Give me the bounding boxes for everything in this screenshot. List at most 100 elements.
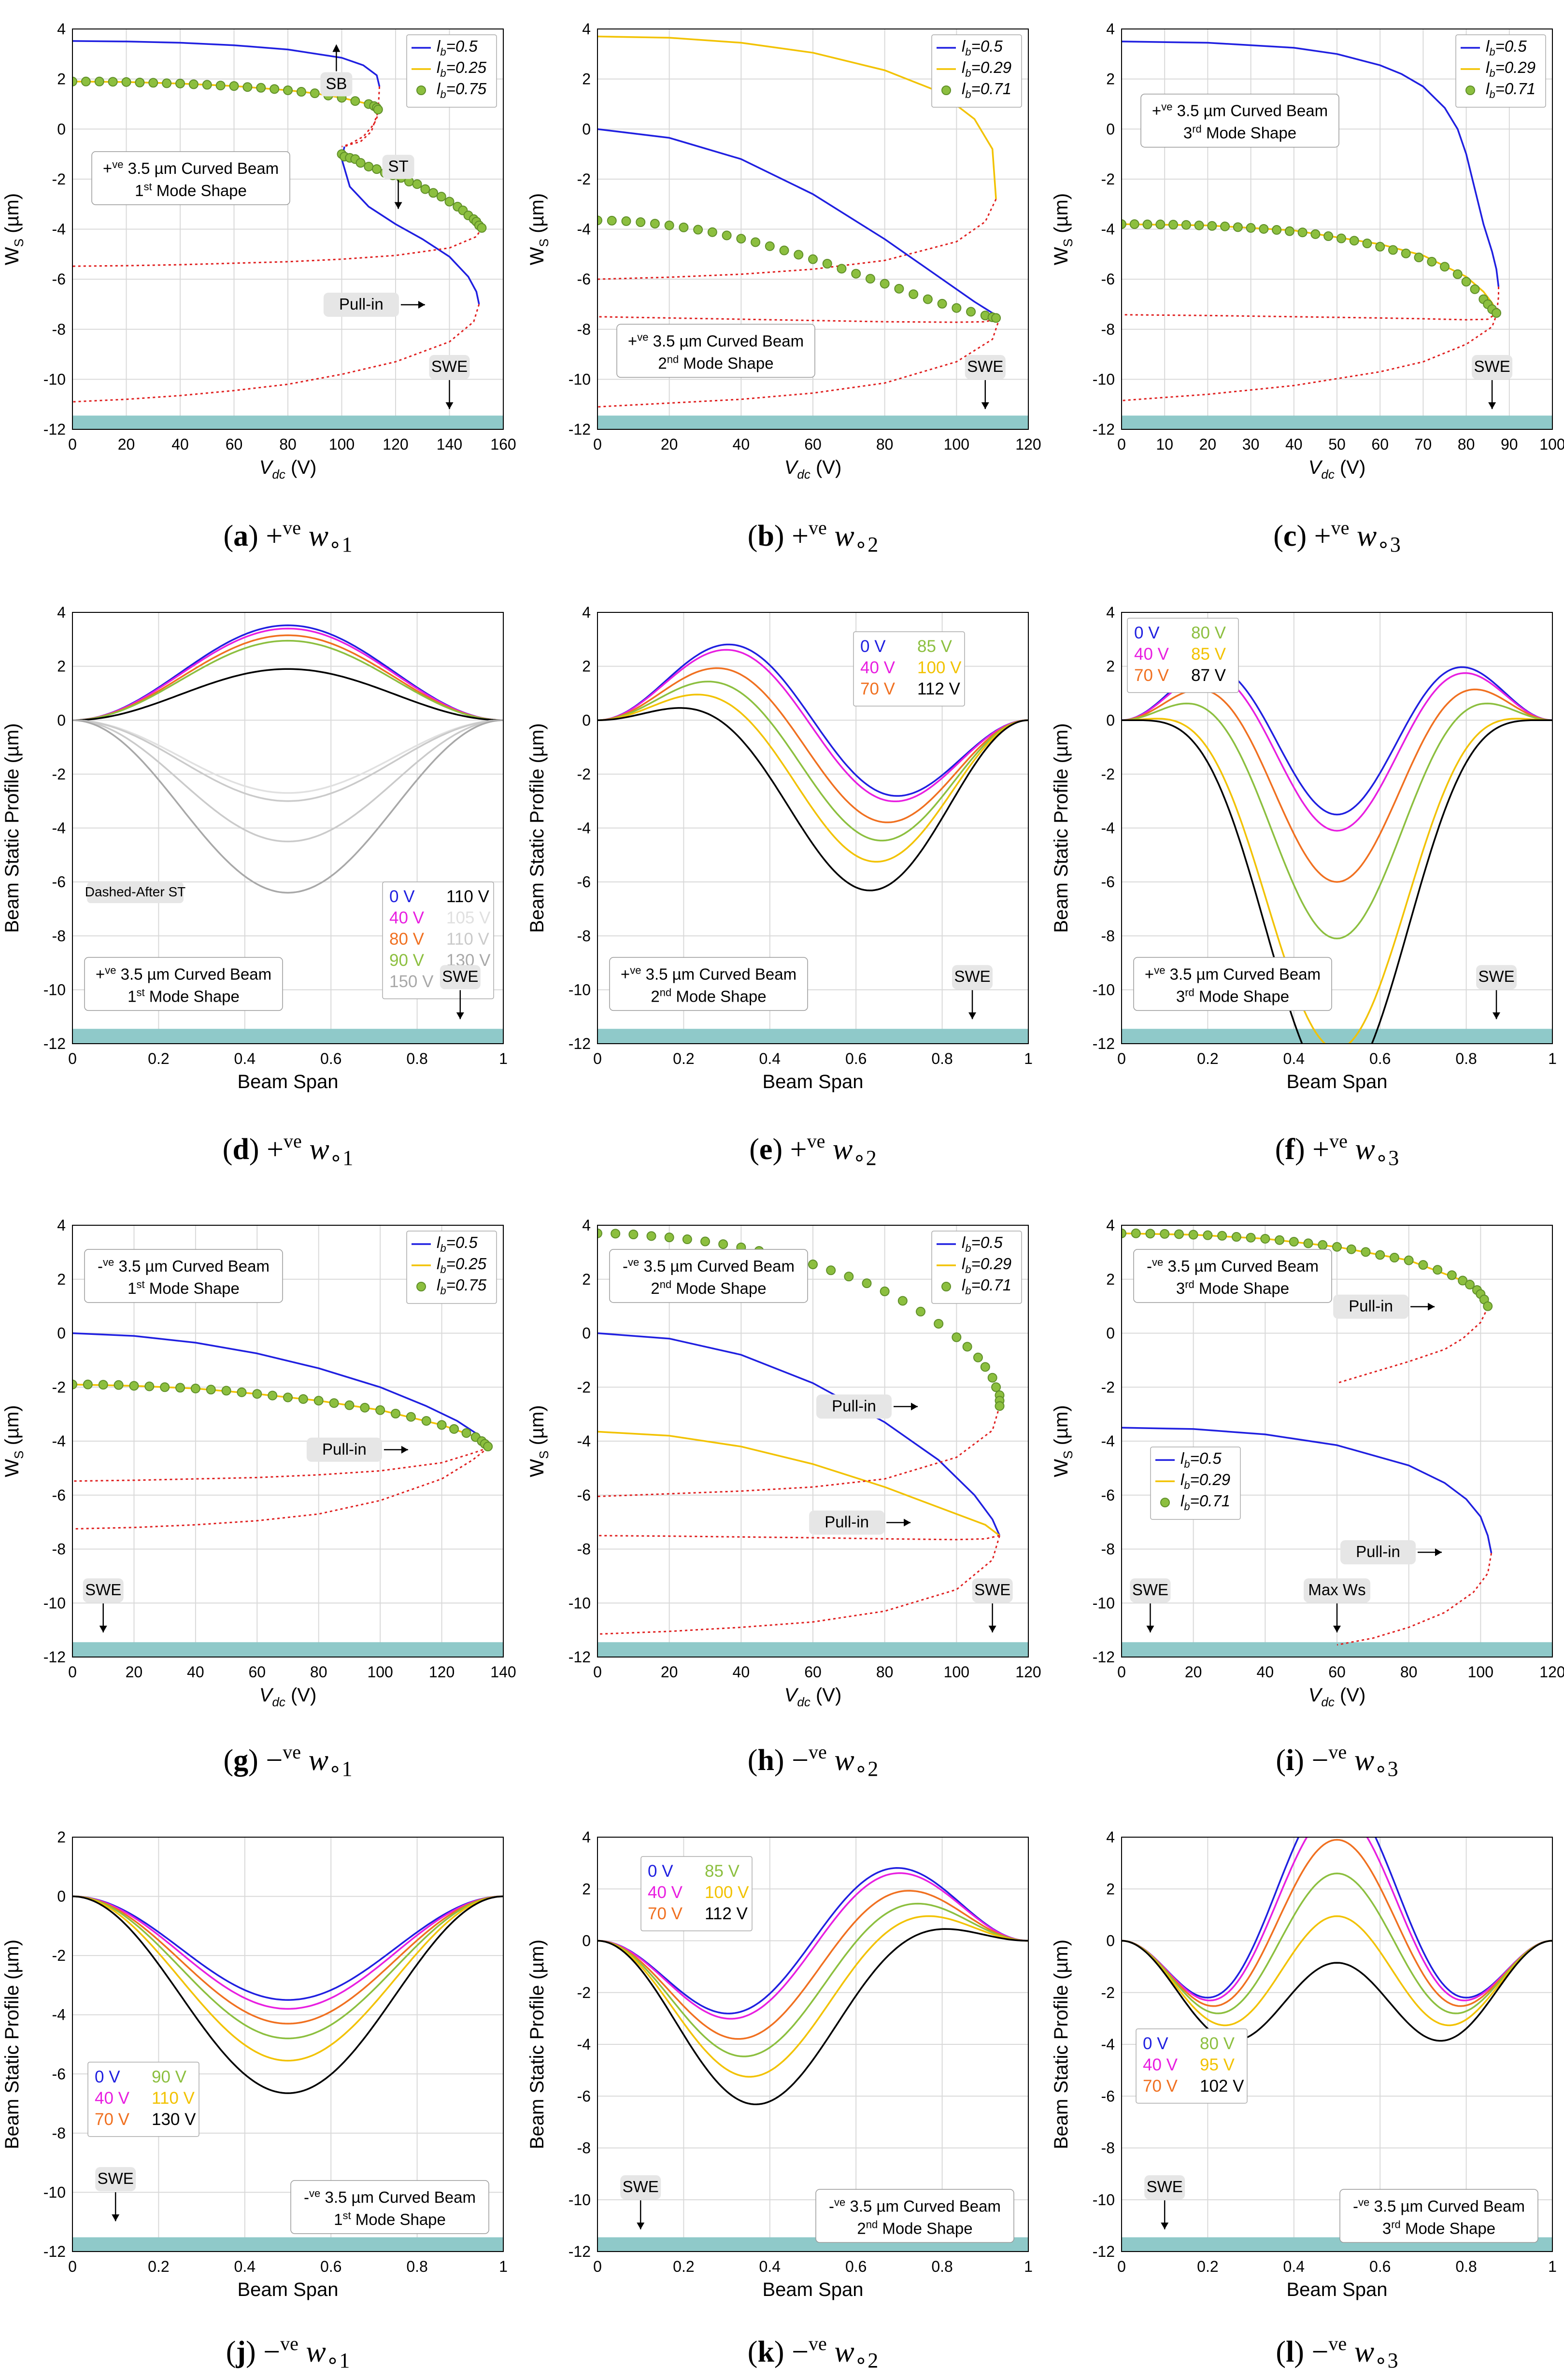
data-point	[1259, 224, 1269, 234]
data-point	[1401, 248, 1411, 258]
y-tick-label: -8	[577, 1541, 591, 1558]
y-tick-label: 2	[582, 71, 591, 88]
x-tick-label: 40	[1285, 436, 1303, 453]
y-tick-label: -10	[43, 2183, 66, 2201]
tag: SWE	[95, 2167, 136, 2222]
x-axis-label: Vdc (V)	[259, 1685, 317, 1709]
data-point	[114, 1380, 124, 1390]
tag-label: Pull-in	[1349, 1297, 1393, 1315]
voltage-legend-label: 102 V	[1200, 2077, 1244, 2096]
data-point	[412, 179, 422, 189]
profile-curve	[1122, 702, 1552, 940]
series-red_i2	[1337, 1307, 1489, 1384]
x-tick-label: 20	[118, 436, 135, 453]
axes-frame	[72, 1837, 504, 2252]
x-tick-label: 80	[1400, 1663, 1418, 1681]
x-axis-label: Beam Span	[237, 2279, 338, 2300]
data-point	[1418, 1260, 1428, 1270]
y-tick-label: -4	[1101, 221, 1115, 238]
y-tick-label: -10	[569, 981, 591, 998]
y-axis-label: WS (µm)	[1, 193, 26, 265]
title-line-1: -ve 3.5 µm Curved Beam	[304, 2187, 476, 2206]
x-tick-label: 0	[68, 436, 77, 453]
data-point	[1145, 1229, 1155, 1239]
tag-box	[382, 155, 414, 179]
legend-marker	[416, 1282, 426, 1291]
data-point	[1272, 225, 1282, 235]
data-point	[190, 1384, 200, 1394]
profile-curve	[72, 639, 503, 722]
title-line-1: -ve 3.5 µm Curved Beam	[1147, 1256, 1319, 1275]
y-tick-label: -2	[52, 765, 66, 783]
tag: SWE	[429, 355, 470, 410]
x-tick-label: 100	[1468, 1663, 1493, 1681]
title-line-1: +ve 3.5 µm Curved Beam	[628, 331, 804, 350]
plot-area	[1122, 1837, 1552, 2042]
profile-curve	[597, 1915, 1028, 2078]
profile-curve	[1122, 1872, 1552, 2014]
data-point	[242, 82, 253, 92]
y-tick-label: -6	[52, 270, 66, 288]
tag-label: SWE	[623, 2178, 659, 2196]
series-red_h2	[597, 1535, 1000, 1635]
legend-label: lb=0.71	[962, 80, 1011, 100]
data-point	[1404, 1255, 1414, 1265]
panel-d: 0 0.2 0.4 0.6 0.8 1 4 2 0 -2 -4 -6 -8 -10 -12 Beam Span…	[1, 604, 508, 1170]
y-tick-label: -2	[577, 1378, 591, 1396]
tag-label: SWE	[1474, 357, 1510, 375]
axes-frame	[72, 612, 504, 1044]
x-tick-label: 120	[1539, 1663, 1564, 1681]
title-box-frame	[609, 957, 808, 1011]
data-point	[1483, 1301, 1493, 1311]
data-point	[966, 307, 976, 317]
data-point	[909, 289, 919, 299]
data-point	[1414, 253, 1424, 263]
data-point	[1160, 1229, 1170, 1239]
data-point	[283, 1392, 293, 1402]
data-point	[1129, 219, 1139, 229]
profile-curve	[72, 719, 503, 794]
data-point	[751, 237, 761, 247]
y-tick-label: -2	[577, 1984, 591, 2001]
profile-curve	[1122, 1915, 1552, 2026]
title-line-1: -ve 3.5 µm Curved Beam	[98, 1256, 270, 1275]
series-blue_lower_stable	[341, 146, 480, 305]
panel-caption: (a) +ve w∘1	[224, 517, 353, 556]
y-tick-label: 4	[57, 1217, 66, 1234]
data-point	[256, 83, 266, 93]
x-axis-label: Vdc (V)	[784, 457, 842, 482]
y-tick-label: 4	[57, 20, 66, 38]
tag-arrow-head	[418, 300, 425, 309]
profile-curve	[597, 1872, 1028, 2020]
legend-label: lb=0.25	[437, 58, 487, 79]
y-tick-label: -10	[569, 1594, 591, 1612]
plot-area	[72, 1895, 503, 2094]
y-tick-label: -10	[1093, 981, 1115, 998]
voltage-legend: 0 V 85 V 40 V 100 V 70 V 112 V	[853, 631, 965, 707]
x-tick-label: 0.6	[845, 1050, 867, 1067]
y-tick-label: -10	[43, 1594, 66, 1612]
y-tick-label: -6	[577, 873, 591, 891]
substrate-band	[1122, 415, 1552, 429]
data-point	[611, 1229, 621, 1239]
tag: Pull-in	[1333, 1294, 1435, 1319]
data-point	[1246, 1232, 1256, 1243]
data-point	[1284, 226, 1294, 236]
x-tick-label: 30	[1242, 436, 1260, 453]
data-point	[1142, 219, 1152, 229]
tag-label: Pull-in	[322, 1440, 367, 1458]
y-axis-label: WS (µm)	[526, 1405, 551, 1477]
data-point	[175, 78, 185, 88]
data-point	[636, 217, 646, 227]
series-blue_main	[597, 128, 1000, 319]
panel-caption: (k) −ve w∘2	[748, 2333, 878, 2372]
profile-curve	[1122, 719, 1552, 1044]
data-point	[72, 1379, 77, 1389]
y-tick-label: -8	[52, 1541, 66, 1558]
voltage-legend-label: 110 V	[446, 887, 490, 906]
panel-caption: (i) −ve w∘3	[1276, 1741, 1398, 1781]
title-box: +ve 3.5 µm Curved Beam 2nd Mode Shape	[616, 324, 815, 378]
substrate-band	[72, 1029, 503, 1044]
y-axis-label: Beam Static Profile (µm)	[1, 1940, 23, 2149]
